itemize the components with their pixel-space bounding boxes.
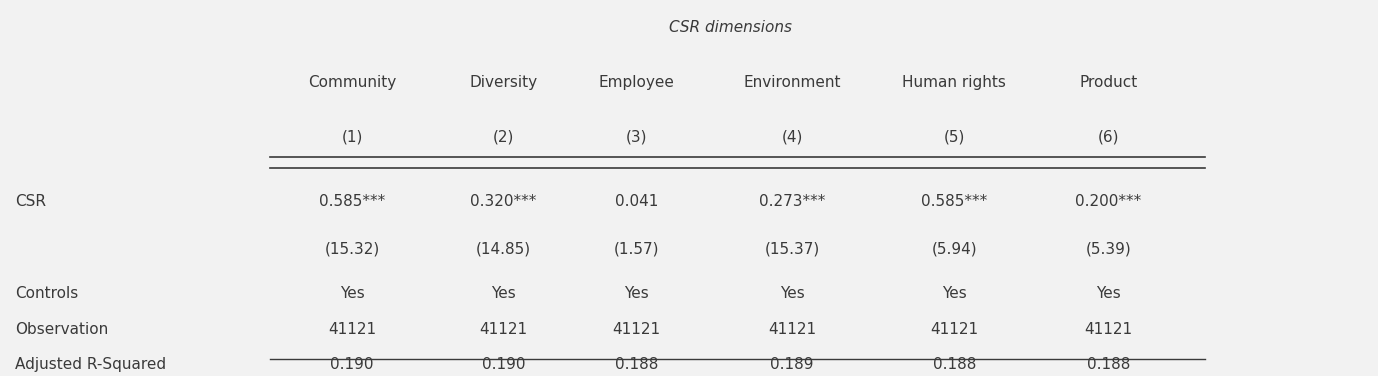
- Text: 41121: 41121: [328, 323, 376, 337]
- Text: Product: Product: [1079, 75, 1138, 90]
- Text: (5): (5): [944, 130, 965, 145]
- Text: 0.188: 0.188: [615, 357, 659, 372]
- Text: (14.85): (14.85): [475, 242, 531, 257]
- Text: 0.188: 0.188: [933, 357, 976, 372]
- Text: 0.200***: 0.200***: [1075, 194, 1141, 209]
- Text: (1.57): (1.57): [615, 242, 660, 257]
- Text: Yes: Yes: [780, 286, 805, 301]
- Text: (5.94): (5.94): [932, 242, 977, 257]
- Text: (15.32): (15.32): [324, 242, 380, 257]
- Text: 41121: 41121: [768, 323, 816, 337]
- Text: 41121: 41121: [480, 323, 528, 337]
- Text: 0.273***: 0.273***: [759, 194, 825, 209]
- Text: (4): (4): [781, 130, 803, 145]
- Text: (6): (6): [1098, 130, 1119, 145]
- Text: Environment: Environment: [743, 75, 841, 90]
- Text: (5.39): (5.39): [1086, 242, 1131, 257]
- Text: (2): (2): [493, 130, 514, 145]
- Text: 41121: 41121: [1084, 323, 1133, 337]
- Text: Human rights: Human rights: [903, 75, 1006, 90]
- Text: (1): (1): [342, 130, 362, 145]
- Text: CSR: CSR: [15, 194, 45, 209]
- Text: CSR dimensions: CSR dimensions: [668, 20, 792, 35]
- Text: 0.585***: 0.585***: [922, 194, 988, 209]
- Text: Observation: Observation: [15, 323, 109, 337]
- Text: Yes: Yes: [491, 286, 515, 301]
- Text: 0.320***: 0.320***: [470, 194, 536, 209]
- Text: Yes: Yes: [624, 286, 649, 301]
- Text: 41121: 41121: [930, 323, 978, 337]
- Text: 0.189: 0.189: [770, 357, 814, 372]
- Text: 0.188: 0.188: [1087, 357, 1130, 372]
- Text: 41121: 41121: [613, 323, 661, 337]
- Text: Controls: Controls: [15, 286, 79, 301]
- Text: Yes: Yes: [943, 286, 967, 301]
- Text: Community: Community: [307, 75, 397, 90]
- Text: Adjusted R-Squared: Adjusted R-Squared: [15, 357, 167, 372]
- Text: Yes: Yes: [1096, 286, 1120, 301]
- Text: 0.190: 0.190: [481, 357, 525, 372]
- Text: Employee: Employee: [599, 75, 675, 90]
- Text: Diversity: Diversity: [470, 75, 537, 90]
- Text: 0.041: 0.041: [615, 194, 659, 209]
- Text: (3): (3): [626, 130, 648, 145]
- Text: (15.37): (15.37): [765, 242, 820, 257]
- Text: Yes: Yes: [340, 286, 364, 301]
- Text: 0.190: 0.190: [331, 357, 373, 372]
- Text: 0.585***: 0.585***: [318, 194, 386, 209]
